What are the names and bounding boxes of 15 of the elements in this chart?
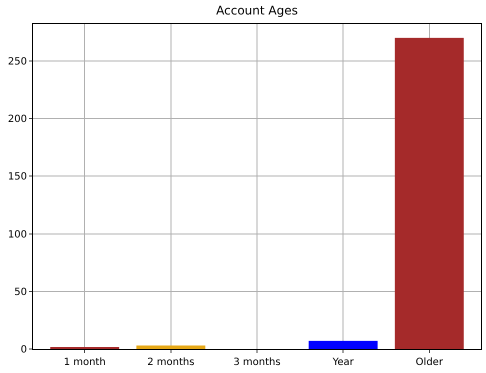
y-tick-label: 100 [8,229,27,240]
x-tick-label: Year [332,357,355,368]
y-tick-label: 0 [20,344,27,356]
bar [136,346,206,349]
chart-title: Account Ages [216,3,298,18]
y-tick-label: 50 [14,286,27,298]
x-tick-label: 1 month [64,357,106,368]
y-tick-label: 150 [8,172,27,183]
y-tick-label: 200 [8,114,27,125]
bar [394,38,464,349]
x-tick-label: 2 months [147,357,194,368]
bar [308,340,378,349]
x-tick-label: Older [416,357,444,368]
x-tick-label: 3 months [233,357,281,368]
y-tick-label: 250 [8,56,27,68]
